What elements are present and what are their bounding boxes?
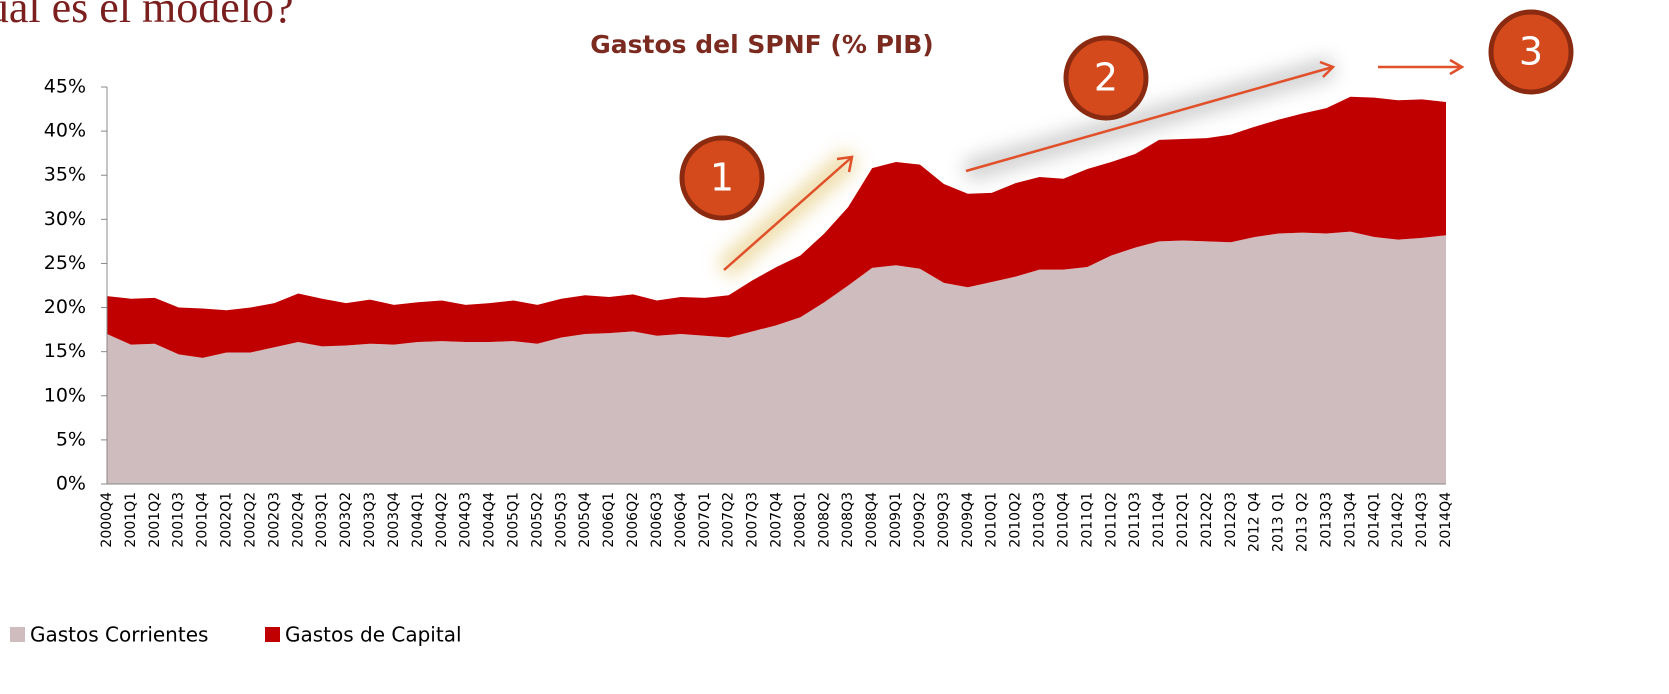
x-tick-label: 2007Q1 [697,492,713,548]
x-tick-label: 2005Q4 [577,492,593,548]
x-tick-label: 2006Q1 [601,492,617,548]
x-tick-label: 2005Q3 [553,492,569,548]
arrow [965,65,1334,173]
legend-swatch [10,627,25,642]
x-tick-label: 2011Q2 [1103,492,1119,548]
x-tick-label: 2004Q3 [458,492,474,548]
x-tick-label: 2011Q3 [1127,492,1143,548]
x-tick-label: 2007Q3 [745,492,761,548]
y-tick-label: 40% [44,120,86,142]
y-tick-label: 15% [44,340,86,362]
x-tick-label: 2009Q2 [912,492,928,548]
x-tick-label: 2014Q1 [1366,492,1382,548]
annotation-label: 3 [1519,30,1543,74]
x-tick-label: 2012Q1 [1175,492,1191,548]
plot-area: 0% 5% 10% 15% 20% 25% 30% 35% 40% 45% 2000Q4 2001Q1… [10,76,1454,647]
x-tick-label: 2002Q4 [290,492,306,548]
area [107,96,1446,358]
x-tick-label: 2013Q3 [1318,492,1334,548]
x-tick-label: 2004Q4 [482,492,498,548]
x-tick-label: 2014Q2 [1390,492,1406,548]
arrow-head [1319,60,1336,78]
chart-title: Gastos del SPNF (% PIB) [590,30,933,59]
arrow [723,156,853,271]
x-tick-label: 2004Q2 [434,492,450,548]
x-tick-label: 2002Q3 [266,492,282,548]
legend-swatch [265,627,280,642]
x-tick-label: 2010Q4 [1055,492,1071,548]
y-tick-label: 25% [44,252,86,274]
x-tick-label: 2013Q4 [1342,492,1358,548]
x-tick-label: 2014Q3 [1414,492,1430,548]
x-tick-label: 2010Q3 [1032,492,1048,548]
x-tick-label: 2000Q4 [99,492,115,548]
x-tick-label: 2003Q3 [362,492,378,548]
annotation-label: 1 [710,156,734,200]
x-tick-label: 2001Q4 [195,492,211,548]
x-tick-label: 2006Q3 [649,492,665,548]
annotation-decor [679,9,1574,279]
page-heading: ¿Cuál es el modelo? [0,0,294,32]
annotation-label: 2 [1094,56,1118,100]
x-tick-label: 2001Q1 [123,492,139,548]
x-tick-label: 2003Q4 [386,492,402,548]
y-tick-label: 20% [44,296,86,318]
x-tick-label: 2006Q2 [625,492,641,548]
x-tick-label: 2008Q2 [816,492,832,548]
y-tick-label: 0% [56,473,86,495]
x-tick-label: 2003Q2 [338,492,354,548]
x-tick-label: 2006Q4 [673,492,689,548]
x-tick-label: 2001Q3 [171,492,187,548]
legend-label: Gastos Corrientes [30,623,208,647]
x-tick-label: 2008Q3 [840,492,856,548]
x-tick-label: 2007Q4 [769,492,785,548]
y-tick-label: 10% [44,384,86,406]
x-tick-label: 2007Q2 [721,492,737,548]
x-tick-label: 2002Q2 [242,492,258,548]
x-tick-label: 2013 Q1 [1271,492,1287,552]
legend-label: Gastos de Capital [285,623,462,647]
x-tick-label: 2009Q3 [936,492,952,548]
y-tick-label: 45% [44,76,86,98]
area [107,231,1446,484]
annotation-circle [679,135,765,221]
y-tick-label: 30% [44,208,86,230]
x-tick-label: 2012Q2 [1199,492,1215,548]
x-tick-label: 2001Q2 [147,492,163,548]
annotation-circle [1488,9,1574,95]
x-tick-label: 2008Q1 [792,492,808,548]
x-tick-label: 2009Q4 [960,492,976,548]
annotation-circle [1063,35,1149,121]
x-tick-label: 2004Q1 [410,492,426,548]
y-tick-label: 5% [56,428,86,450]
x-tick-label: 2012 Q4 [1247,492,1263,552]
x-tick-label: 2011Q1 [1079,492,1095,548]
x-tick-label: 2005Q2 [529,492,545,548]
arrow-head [1449,58,1465,76]
x-tick-label: 2008Q4 [864,492,880,548]
x-tick-label: 2014Q4 [1438,492,1454,548]
x-tick-label: 2003Q1 [314,492,330,548]
y-tick-label: 35% [44,164,86,186]
x-tick-label: 2009Q1 [888,492,904,548]
x-tick-label: 2002Q1 [219,492,235,548]
x-tick-label: 2005Q1 [505,492,521,548]
x-tick-label: 2010Q1 [984,492,1000,548]
x-tick-label: 2011Q4 [1151,492,1167,548]
x-tick-label: 2013 Q2 [1295,492,1311,552]
x-tick-label: 2010Q2 [1008,492,1024,548]
arrow-head [836,155,854,173]
x-tick-label: 2012Q3 [1223,492,1239,548]
